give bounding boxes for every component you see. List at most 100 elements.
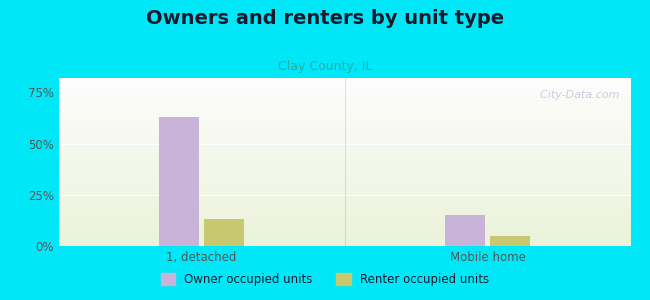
- Bar: [58, 188, 630, 189]
- Bar: [58, 130, 630, 131]
- Bar: [58, 117, 630, 118]
- Bar: [58, 110, 630, 111]
- Bar: [58, 200, 630, 201]
- Bar: [58, 88, 630, 89]
- Bar: [58, 210, 630, 211]
- Bar: [58, 169, 630, 170]
- Bar: [58, 79, 630, 80]
- Bar: [58, 122, 630, 123]
- Bar: [58, 147, 630, 148]
- Bar: [58, 144, 630, 145]
- Bar: [58, 142, 630, 143]
- Bar: [58, 185, 630, 186]
- Bar: [58, 218, 630, 219]
- Bar: [58, 228, 630, 229]
- Bar: [58, 145, 630, 146]
- Bar: [58, 191, 630, 192]
- Bar: [58, 176, 630, 177]
- Bar: [58, 240, 630, 241]
- Bar: [58, 226, 630, 227]
- Bar: [58, 209, 630, 210]
- Bar: [58, 95, 630, 96]
- Bar: [58, 111, 630, 112]
- Bar: [58, 168, 630, 169]
- Bar: [58, 161, 630, 162]
- Bar: [58, 154, 630, 155]
- Bar: [58, 149, 630, 150]
- Text: Owners and renters by unit type: Owners and renters by unit type: [146, 9, 504, 28]
- Bar: [58, 212, 630, 213]
- Bar: [58, 167, 630, 168]
- Bar: [58, 164, 630, 165]
- Bar: [58, 137, 630, 138]
- Bar: [58, 135, 630, 136]
- Bar: [58, 98, 630, 99]
- Bar: [58, 193, 630, 194]
- Bar: [58, 178, 630, 179]
- Bar: [58, 81, 630, 82]
- Bar: [58, 197, 630, 198]
- Bar: [58, 121, 630, 122]
- Bar: [58, 189, 630, 190]
- Bar: [58, 126, 630, 127]
- Bar: [58, 203, 630, 204]
- Bar: [58, 187, 630, 188]
- Bar: [58, 204, 630, 205]
- Bar: [58, 213, 630, 214]
- Bar: [58, 174, 630, 175]
- Bar: [58, 103, 630, 104]
- Bar: [58, 134, 630, 135]
- Bar: [58, 105, 630, 106]
- Bar: [58, 241, 630, 242]
- Bar: [58, 194, 630, 195]
- Bar: [58, 87, 630, 88]
- Bar: [58, 159, 630, 160]
- Bar: [58, 220, 630, 221]
- Legend: Owner occupied units, Renter occupied units: Owner occupied units, Renter occupied un…: [156, 268, 494, 291]
- Bar: [490, 236, 530, 246]
- Bar: [58, 217, 630, 218]
- Bar: [58, 153, 630, 154]
- Bar: [58, 152, 630, 153]
- Bar: [58, 108, 630, 109]
- Bar: [58, 172, 630, 173]
- Bar: [204, 219, 244, 246]
- Bar: [58, 93, 630, 94]
- Bar: [58, 165, 630, 166]
- Bar: [58, 170, 630, 171]
- Bar: [58, 230, 630, 231]
- Bar: [58, 205, 630, 206]
- Bar: [58, 146, 630, 147]
- Bar: [58, 229, 630, 230]
- Bar: [58, 201, 630, 202]
- Bar: [58, 123, 630, 124]
- Bar: [58, 232, 630, 233]
- Bar: [58, 86, 630, 87]
- Bar: [58, 143, 630, 144]
- Bar: [58, 148, 630, 149]
- Bar: [58, 80, 630, 81]
- Bar: [58, 214, 630, 215]
- Bar: [58, 125, 630, 126]
- Bar: [58, 211, 630, 212]
- Bar: [58, 234, 630, 235]
- Bar: [58, 180, 630, 181]
- Bar: [58, 104, 630, 105]
- Bar: [58, 236, 630, 237]
- Bar: [58, 128, 630, 129]
- Bar: [58, 192, 630, 193]
- Bar: [58, 112, 630, 113]
- Bar: [58, 239, 630, 240]
- Bar: [58, 127, 630, 128]
- Bar: [58, 133, 630, 134]
- Bar: [58, 207, 630, 208]
- Bar: [58, 139, 630, 140]
- Bar: [58, 245, 630, 246]
- Bar: [58, 156, 630, 157]
- Bar: [58, 215, 630, 216]
- Bar: [58, 102, 630, 103]
- Bar: [58, 113, 630, 114]
- Bar: [58, 158, 630, 159]
- Bar: [58, 118, 630, 119]
- Bar: [58, 78, 630, 79]
